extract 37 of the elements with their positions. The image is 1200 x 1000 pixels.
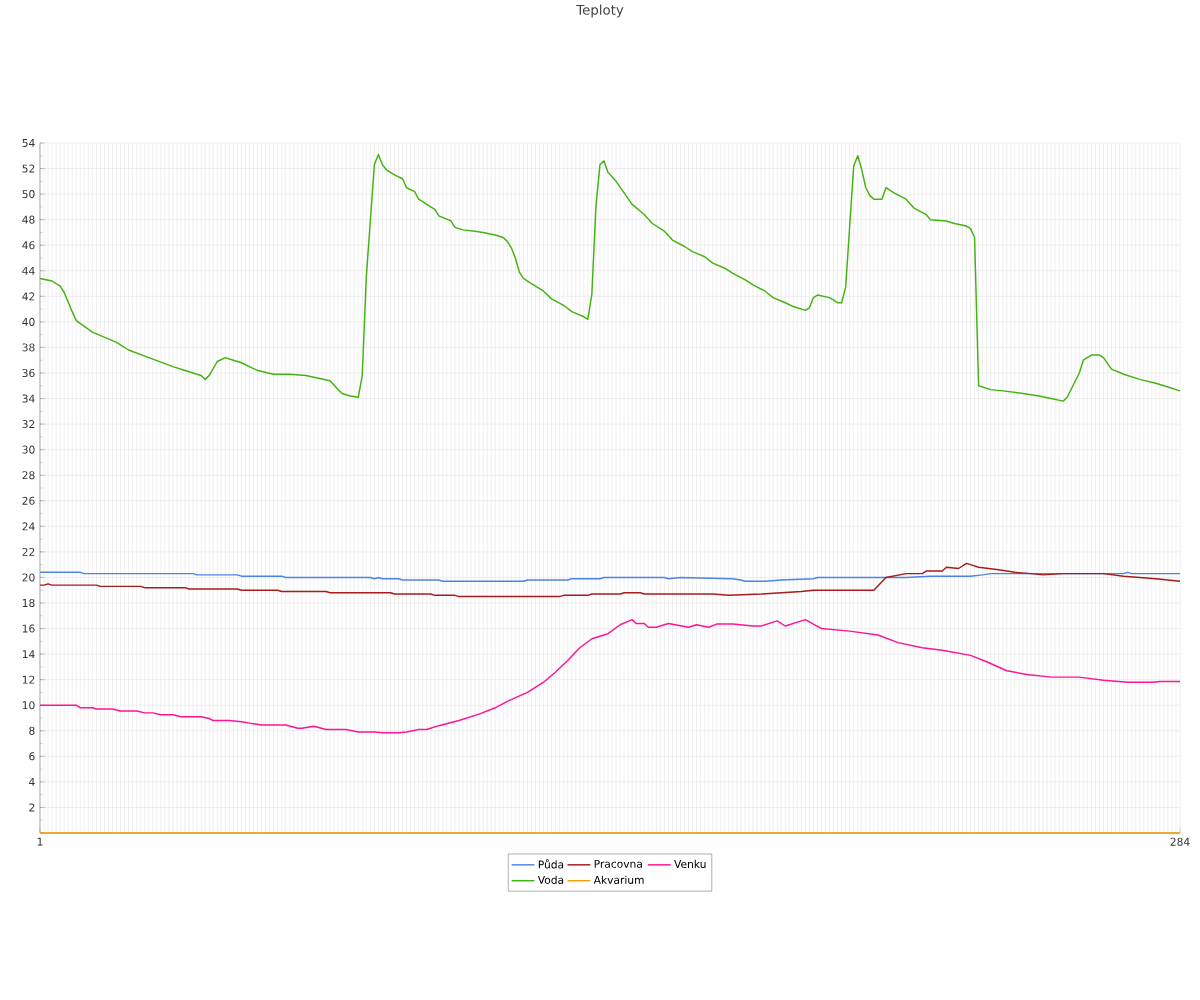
y-tick-label: 14 — [22, 650, 35, 658]
y-tick-label: 2 — [29, 803, 35, 812]
y-tick-label: 22 — [22, 547, 35, 556]
y-tick-label: 26 — [22, 496, 35, 505]
y-tick-label: 48 — [22, 215, 35, 224]
y-tick-label: 4 — [29, 778, 35, 786]
y-tick-label: 40 — [22, 317, 35, 326]
y-tick-label: 10 — [22, 701, 35, 710]
y-tick-label: 12 — [22, 675, 35, 684]
y-tick-label: 30 — [22, 445, 35, 454]
x-tick-label: 284 — [1170, 837, 1190, 846]
legend-label: Půda — [538, 859, 564, 869]
line-series — [39, 618, 1181, 734]
y-tick-label: 16 — [22, 624, 35, 633]
y-tick-label: 52 — [22, 164, 35, 173]
legend-label: Akvarium — [593, 875, 644, 884]
y-tick-label: 32 — [22, 420, 35, 429]
y-tick-label: 50 — [22, 190, 35, 199]
y-tick-label: 38 — [22, 343, 35, 352]
legend-label: Venku — [674, 859, 706, 869]
y-tick-label: 44 — [22, 266, 35, 275]
y-tick-label: 46 — [22, 241, 35, 250]
y-tick-label: 6 — [29, 752, 35, 761]
y-tick-label: 28 — [22, 471, 35, 480]
line-series — [39, 571, 1181, 583]
y-tick-label: 54 — [22, 139, 35, 147]
x-tick-label: 1 — [37, 837, 43, 846]
y-tick-label: 8 — [29, 726, 35, 735]
y-tick-label: 18 — [22, 598, 35, 608]
y-tick-label: 20 — [22, 573, 35, 582]
legend-label: Pracovna — [594, 859, 642, 868]
y-tick-label: 34 — [22, 394, 35, 403]
y-tick-label: 24 — [22, 522, 35, 531]
chart-title: Teploty — [576, 4, 624, 18]
legend-label: Voda — [537, 875, 564, 884]
y-tick-label: 36 — [22, 368, 35, 378]
y-tick-label: 42 — [22, 292, 35, 301]
